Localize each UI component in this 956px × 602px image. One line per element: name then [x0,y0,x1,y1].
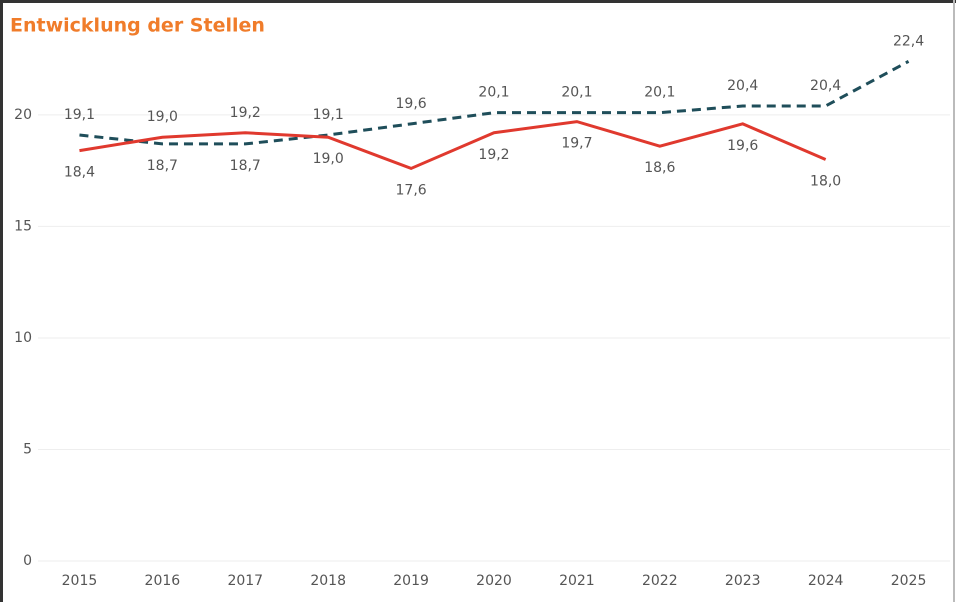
data-label: 18,7 [230,158,261,174]
chart-title: Entwicklung der Stellen [10,15,265,37]
y-tick-label: 15 [14,218,32,234]
y-tick-label: 20 [14,107,32,123]
data-label: 18,0 [810,174,841,190]
data-label: 19,7 [561,136,592,152]
data-label: 19,1 [64,107,95,123]
x-tick-label: 2021 [559,573,595,589]
data-label: 20,1 [644,85,675,101]
data-label: 19,0 [147,109,178,125]
x-tick-label: 2019 [393,573,429,589]
data-label: 19,6 [396,96,427,112]
data-label: 19,6 [727,138,758,154]
data-label: 18,7 [147,158,178,174]
y-tick-label: 10 [14,330,32,346]
data-label: 17,6 [396,182,427,198]
y-tick-label: 0 [23,553,32,569]
data-label: 18,6 [644,160,675,176]
series-line [79,60,910,146]
data-label: 19,1 [313,107,344,123]
data-label: 19,2 [478,147,509,163]
x-tick-label: 2018 [310,573,346,589]
x-tick-label: 2022 [642,573,678,589]
x-tick-label: 2015 [62,573,98,589]
data-label: 20,4 [727,78,758,94]
x-tick-label: 2023 [725,573,761,589]
x-tick-label: 2024 [808,573,844,589]
data-label: 19,2 [230,105,261,121]
data-label: 20,4 [810,78,841,94]
data-label: 22,4 [893,33,924,49]
x-tick-label: 2016 [145,573,181,589]
x-tick-label: 2025 [891,573,927,589]
y-tick-label: 5 [23,441,32,457]
series-line [79,120,827,171]
data-label: 20,1 [561,85,592,101]
data-label: 19,0 [313,151,344,167]
data-label: 20,1 [478,85,509,101]
x-tick-label: 2017 [227,573,263,589]
x-tick-label: 2020 [476,573,512,589]
data-label: 18,4 [64,165,95,181]
